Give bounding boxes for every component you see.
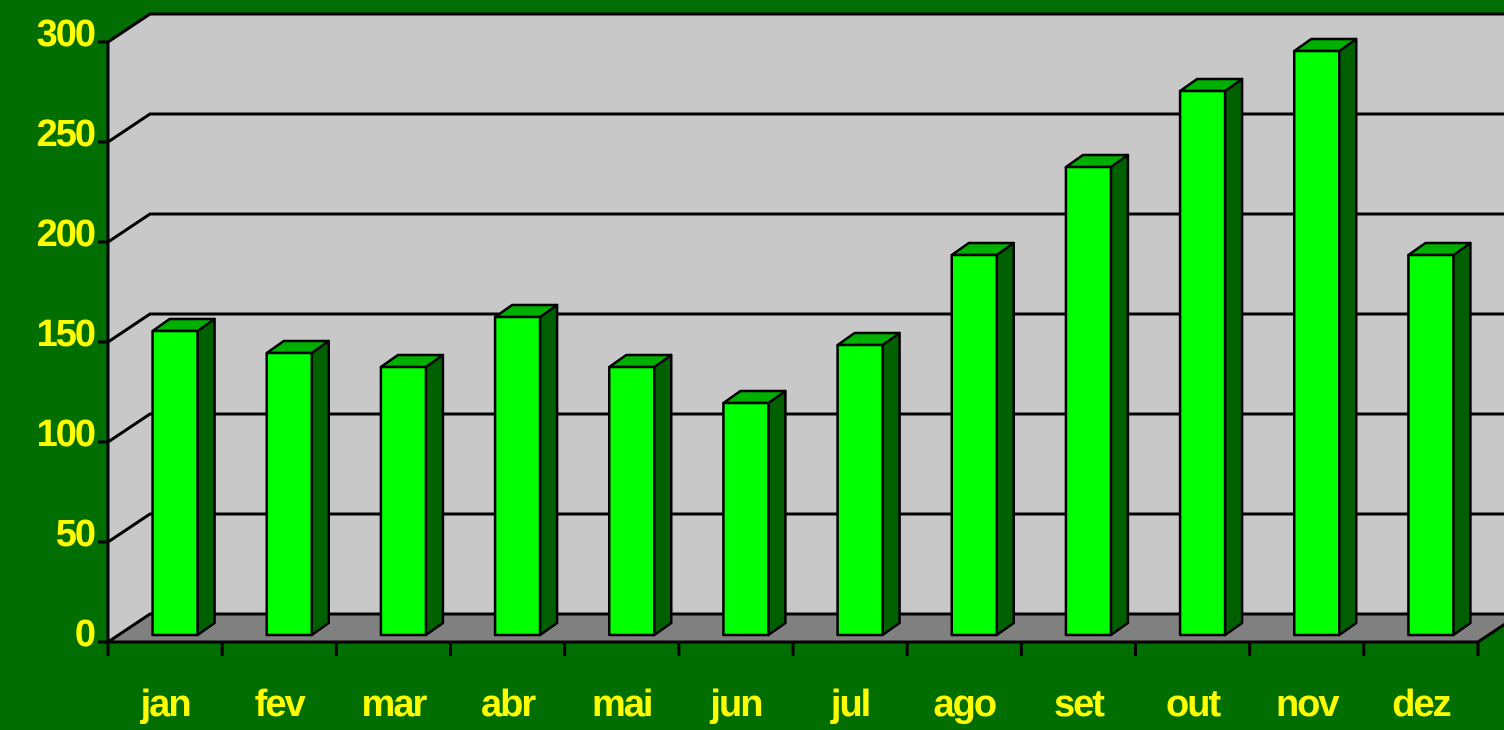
y-tick-label: 150 bbox=[37, 313, 95, 355]
bar bbox=[1178, 77, 1244, 637]
grid-line bbox=[107, 312, 1504, 344]
bar bbox=[1407, 241, 1472, 637]
bar bbox=[151, 317, 216, 637]
y-tick-label: 50 bbox=[56, 513, 95, 555]
bar bbox=[950, 241, 1015, 637]
bar bbox=[265, 339, 330, 637]
bar bbox=[608, 353, 673, 637]
x-axis-end bbox=[1477, 622, 1504, 644]
grid-line bbox=[107, 612, 1504, 644]
grid-line bbox=[107, 412, 1504, 444]
bar bbox=[493, 303, 559, 637]
y-tick-label: 300 bbox=[37, 13, 95, 55]
grid-line bbox=[107, 212, 1504, 244]
bar bbox=[1064, 153, 1130, 637]
y-tick-label: 200 bbox=[37, 213, 95, 255]
x-tick-label: jul bbox=[830, 683, 869, 725]
grid-line bbox=[107, 12, 1504, 44]
grid-line bbox=[107, 112, 1504, 144]
x-tick-label: ago bbox=[933, 683, 995, 725]
y-tick-label: 250 bbox=[37, 113, 95, 155]
bar bbox=[722, 389, 787, 637]
x-tick-label: out bbox=[1166, 683, 1221, 725]
y-tick-label: 100 bbox=[37, 413, 95, 455]
bar bbox=[1293, 37, 1358, 637]
x-tick-label: abr bbox=[481, 683, 536, 725]
x-tick-label: nov bbox=[1276, 683, 1339, 725]
grid-line bbox=[107, 512, 1504, 544]
x-tick-label: mar bbox=[362, 683, 428, 725]
x-tick-label: set bbox=[1054, 683, 1105, 725]
x-tick-label: fev bbox=[255, 683, 306, 725]
bar bbox=[379, 353, 445, 637]
x-tick-label: jun bbox=[709, 683, 761, 725]
y-tick-label: 0 bbox=[75, 613, 95, 655]
x-tick-label: jan bbox=[140, 683, 190, 725]
x-tick-label: dez bbox=[1392, 683, 1450, 725]
x-tick-label: mai bbox=[592, 683, 651, 725]
bar bbox=[836, 331, 901, 637]
